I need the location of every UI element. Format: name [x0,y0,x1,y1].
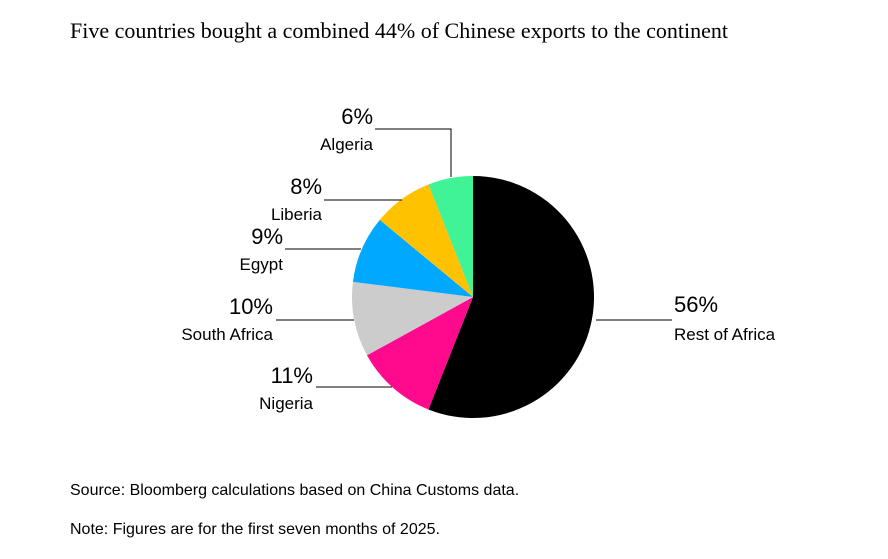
source-note: Source: Bloomberg calculations based on … [70,482,520,499]
pie-slice-rest-of-africa [428,176,595,418]
data-label-category: Algeria [320,135,373,154]
pie-slice-south-africa [351,281,473,356]
pie-slice-egypt [352,219,473,297]
leader-line [375,128,452,177]
pie-slice-algeria [428,176,473,297]
data-label-value: 56% [674,292,718,317]
chart-title: Five countries bought a combined 44% of … [70,18,729,43]
data-label-value: 6% [341,104,373,129]
data-label-category: Liberia [271,205,323,224]
data-label-category: Egypt [240,255,284,274]
pie-slice-nigeria [366,297,473,410]
footnote: Note: Figures are for the first seven mo… [70,521,440,538]
data-label-category: Nigeria [259,394,313,413]
data-label-value: 10% [229,294,273,319]
data-label-value: 11% [271,363,313,388]
data-label-category: Rest of Africa [674,325,776,344]
pie-slice-liberia [379,184,473,297]
data-label-category: South Africa [181,325,273,344]
data-label-value: 9% [251,224,283,249]
data-label-value: 8% [290,174,322,199]
